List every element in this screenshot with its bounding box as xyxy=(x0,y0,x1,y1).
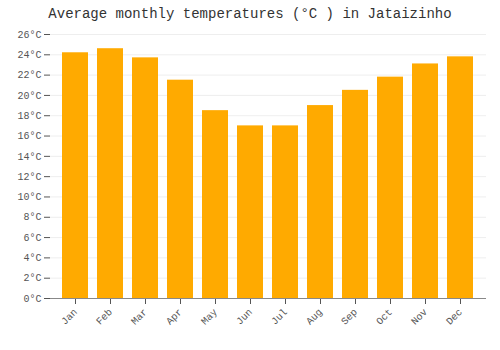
svg-text:10°C: 10°C xyxy=(17,192,41,203)
svg-text:6°C: 6°C xyxy=(23,233,41,244)
svg-text:Feb: Feb xyxy=(94,307,115,328)
svg-text:Nov: Nov xyxy=(409,307,430,328)
svg-text:24°C: 24°C xyxy=(17,50,41,61)
svg-text:Mar: Mar xyxy=(129,307,150,328)
svg-text:20°C: 20°C xyxy=(17,91,41,102)
svg-text:8°C: 8°C xyxy=(23,212,41,223)
svg-text:Jul: Jul xyxy=(269,307,290,328)
svg-text:18°C: 18°C xyxy=(17,111,41,122)
svg-text:26°C: 26°C xyxy=(17,30,41,41)
svg-text:14°C: 14°C xyxy=(17,152,41,163)
svg-text:Jan: Jan xyxy=(59,307,80,328)
svg-text:Apr: Apr xyxy=(164,307,185,328)
html-text:Average monthly temperatures (: Average monthly temperatures (°C ) in Ja… xyxy=(48,6,452,22)
svg-text:Sep: Sep xyxy=(339,307,360,328)
svg-text:Oct: Oct xyxy=(374,307,395,328)
svg-text:2°C: 2°C xyxy=(23,273,41,284)
svg-text:Jun: Jun xyxy=(234,307,255,328)
svg-text:May: May xyxy=(199,307,220,328)
svg-text:Aug: Aug xyxy=(304,307,325,328)
svg-text:Dec: Dec xyxy=(444,307,465,328)
svg-text:0°C: 0°C xyxy=(23,294,41,305)
svg-text:12°C: 12°C xyxy=(17,172,41,183)
svg-text:22°C: 22°C xyxy=(17,70,41,81)
svg-text:4°C: 4°C xyxy=(23,253,41,264)
svg-text:16°C: 16°C xyxy=(17,131,41,142)
